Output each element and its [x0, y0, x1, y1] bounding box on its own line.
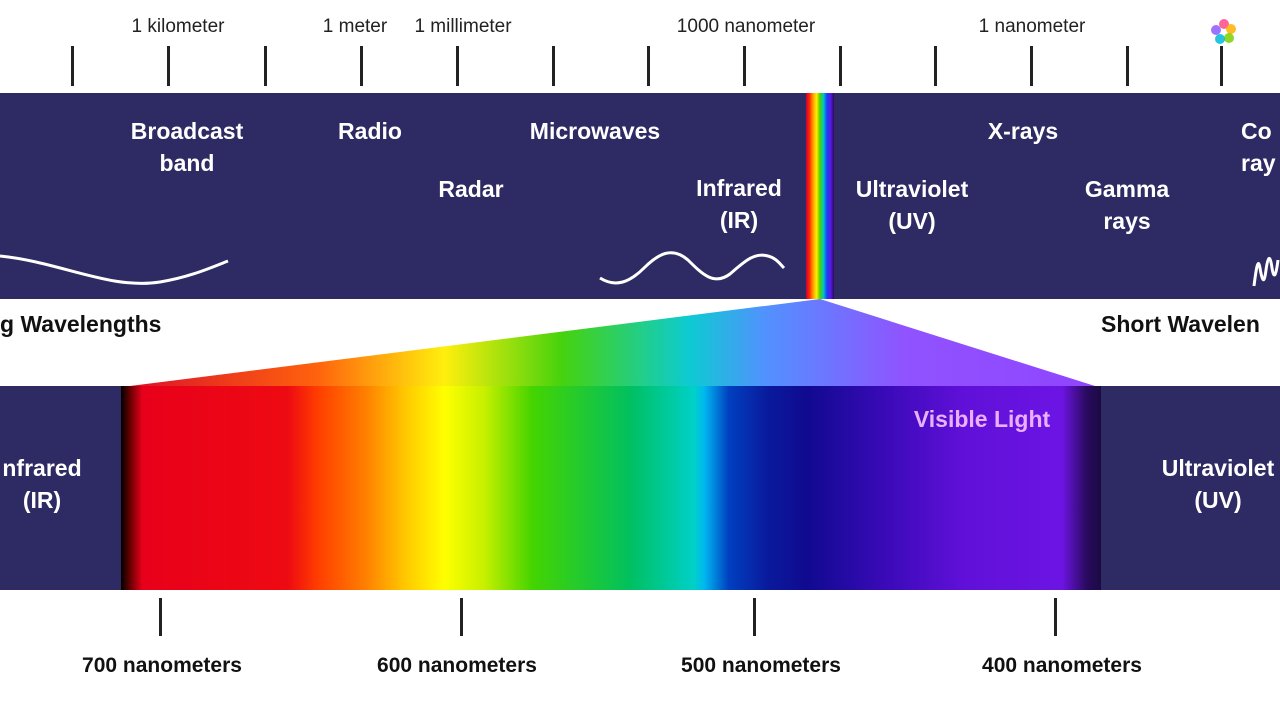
scale-label-1-millimeter: 1 millimeter: [414, 16, 512, 37]
long-wavelengths-label: g Wavelengths: [0, 311, 162, 337]
nm-tick: [753, 598, 756, 636]
top-tick: [167, 46, 170, 86]
top-tick: [456, 46, 459, 86]
nm-tick: [460, 598, 463, 636]
infrared-wave-icon: [599, 251, 786, 285]
nm-label-600: 600 nanometers: [377, 654, 537, 677]
top-tick: [839, 46, 842, 86]
top-tick: [1030, 46, 1033, 86]
visible-spectrum: [121, 386, 1101, 590]
top-tick: [647, 46, 650, 86]
color-wheel-logo-icon: [1211, 19, 1236, 44]
radar-label: Radar: [438, 176, 504, 202]
short-wave-icon: [1252, 257, 1280, 287]
nm-tick: [159, 598, 162, 636]
top-tick: [1220, 46, 1223, 86]
top-tick: [552, 46, 555, 86]
electromagnetic-spectrum-band: [0, 93, 1280, 299]
gamma-rays-label: Gamma rays: [1084, 176, 1170, 234]
ultraviolet-label: Ultraviolet (UV): [855, 176, 969, 234]
top-tick: [743, 46, 746, 86]
radio-label: Radio: [338, 118, 402, 144]
nm-tick: [1054, 598, 1057, 636]
visible-light-label: Visible Light: [913, 406, 1051, 432]
nm-label-700: 700 nanometers: [82, 654, 242, 677]
scale-label-1-kilometer: 1 kilometer: [131, 16, 225, 37]
lower-infrared-label: nfrared (IR): [2, 455, 82, 513]
top-tick: [71, 46, 74, 86]
microwaves-label: Microwaves: [529, 118, 661, 144]
scale-label-1-nanometer: 1 nanometer: [978, 16, 1086, 37]
x-rays-label: X-rays: [987, 118, 1059, 144]
long-wave-icon: [0, 254, 229, 285]
top-tick: [1126, 46, 1129, 86]
prism-slit: [806, 93, 834, 299]
scale-label-1-meter: 1 meter: [322, 16, 388, 37]
top-tick: [934, 46, 937, 86]
top-tick: [264, 46, 267, 86]
scale-label-1000-nanometer: 1000 nanometer: [676, 16, 816, 37]
cosmic-rays-label: Co ray: [1241, 118, 1276, 176]
lower-ultraviolet-label: Ultraviolet (UV): [1161, 455, 1275, 513]
short-wavelengths-label: Short Wavelen: [1101, 311, 1260, 337]
nm-label-400: 400 nanometers: [982, 654, 1142, 677]
infrared-label: Infrared (IR): [696, 175, 782, 233]
top-tick: [360, 46, 363, 86]
nm-label-500: 500 nanometers: [681, 654, 841, 677]
broadcast-band-label: Broadcast band: [130, 118, 244, 176]
